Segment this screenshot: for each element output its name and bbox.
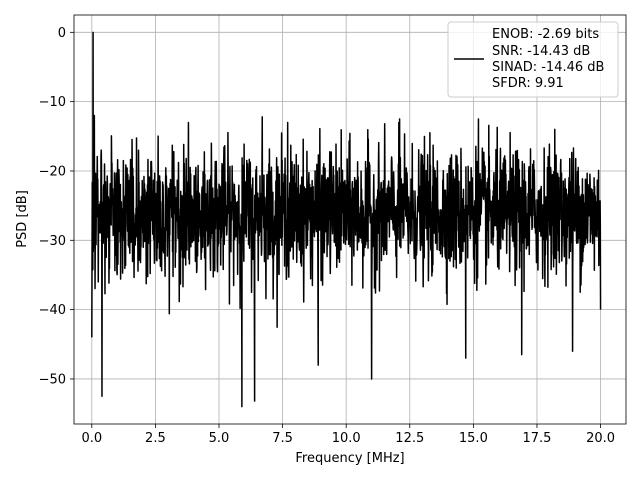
y-tick-label: −40 bbox=[39, 303, 66, 318]
legend-snr: SNR: -14.43 dB bbox=[492, 44, 590, 59]
legend-enob: ENOB: -2.69 bits bbox=[492, 27, 599, 42]
plot-area bbox=[91, 31, 602, 408]
x-tick-label: 7.5 bbox=[272, 431, 293, 446]
x-tick-label: 12.5 bbox=[395, 431, 424, 446]
legend-box bbox=[447, 21, 619, 98]
x-tick-label: 0.0 bbox=[81, 431, 102, 446]
x-tick-label: 10.0 bbox=[332, 431, 361, 446]
axis-ticks: 0.0 2.5 5.0 7.5 10.0 12.5 15.0 17.5 20.0 0 −10 −20 −… bbox=[39, 26, 615, 446]
y-tick-label: 0 bbox=[58, 26, 66, 41]
y-tick-label: −20 bbox=[39, 164, 66, 179]
legend: ENOB: -2.69 bits SNR: -14.43 dB SINAD: -… bbox=[447, 21, 619, 98]
axes-frame bbox=[73, 14, 627, 425]
y-tick-label: −50 bbox=[39, 372, 66, 387]
y-tick-label: −30 bbox=[39, 234, 66, 249]
x-axis-label: Frequency [MHz] bbox=[295, 451, 404, 466]
psd-series-line bbox=[91, 31, 602, 408]
x-tick-label: 5.0 bbox=[209, 431, 230, 446]
y-tick-label: −10 bbox=[39, 95, 66, 110]
legend-sinad: SINAD: -14.46 dB bbox=[492, 60, 604, 75]
x-tick-label: 20.0 bbox=[586, 431, 615, 446]
y-axis-label: PSD [dB] bbox=[15, 190, 30, 248]
x-tick-label: 17.5 bbox=[522, 431, 551, 446]
x-tick-label: 15.0 bbox=[459, 431, 488, 446]
legend-sfdr: SFDR: 9.91 bbox=[492, 76, 564, 91]
x-tick-label: 2.5 bbox=[145, 431, 166, 446]
